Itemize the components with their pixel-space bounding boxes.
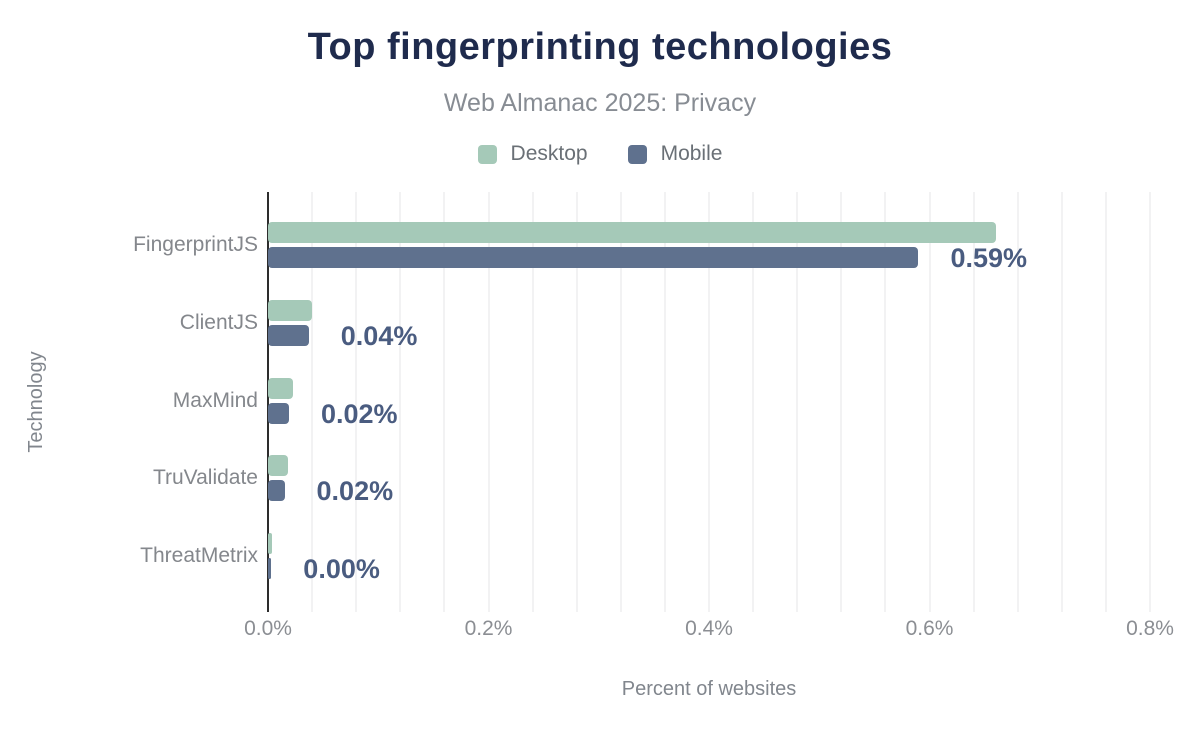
category-label: ClientJS bbox=[179, 310, 258, 334]
x-tick-label: 0.2% bbox=[464, 617, 513, 640]
value-label: 0.04% bbox=[340, 320, 418, 351]
mobile-bar bbox=[268, 402, 289, 424]
category-label: ThreatMetrix bbox=[140, 544, 258, 568]
mobile-swatch-icon bbox=[627, 144, 647, 164]
mobile-bar bbox=[268, 558, 272, 580]
gridline bbox=[443, 192, 446, 612]
gridline bbox=[884, 192, 887, 612]
value-label: 0.02% bbox=[316, 476, 394, 507]
mobile-bar bbox=[268, 480, 285, 502]
legend-label-desktop: Desktop bbox=[510, 142, 588, 165]
gridline bbox=[1016, 192, 1019, 612]
gridline bbox=[752, 192, 755, 612]
category-label: FingerprintJS bbox=[133, 233, 258, 256]
chart-title: Top fingerprinting technologies bbox=[307, 26, 893, 68]
gridline bbox=[311, 192, 314, 612]
gridline bbox=[663, 192, 666, 612]
gridline bbox=[487, 192, 490, 612]
gridline bbox=[1060, 192, 1063, 612]
value-label: 0.00% bbox=[303, 554, 380, 585]
legend-item-mobile: Mobile bbox=[627, 142, 723, 166]
value-label: 0.59% bbox=[950, 243, 1028, 273]
gridline bbox=[1104, 192, 1107, 612]
x-tick-label: 0.6% bbox=[905, 617, 954, 640]
y-axis-title: Technology bbox=[25, 351, 47, 453]
chart-subtitle: Web Almanac 2025: Privacy bbox=[443, 89, 757, 117]
gridline bbox=[399, 192, 402, 612]
legend-label-mobile: Mobile bbox=[660, 142, 723, 165]
gridline bbox=[619, 192, 622, 612]
category-label: MaxMind bbox=[172, 388, 258, 412]
x-tick-label: 0.4% bbox=[685, 617, 733, 640]
x-tick-label: 0.8% bbox=[1126, 617, 1174, 640]
gridline bbox=[928, 192, 931, 612]
legend-item-desktop: Desktop bbox=[477, 142, 588, 166]
gridline bbox=[796, 192, 799, 612]
gridline bbox=[1149, 192, 1151, 612]
gridline bbox=[355, 192, 358, 612]
value-label: 0.02% bbox=[320, 398, 398, 429]
desktop-bar bbox=[268, 455, 288, 477]
gridline bbox=[840, 192, 843, 612]
gridline bbox=[972, 192, 975, 612]
legend: Desktop Mobile bbox=[0, 142, 1200, 166]
desktop-bar bbox=[268, 377, 294, 399]
mobile-bar bbox=[268, 324, 309, 346]
gridline bbox=[708, 192, 710, 612]
mobile-bar bbox=[268, 247, 919, 268]
desktop-bar bbox=[268, 533, 273, 555]
desktop-bar bbox=[268, 299, 313, 321]
gridline bbox=[575, 192, 578, 612]
desktop-swatch-icon bbox=[477, 144, 497, 164]
category-label: TruValidate bbox=[152, 466, 258, 490]
desktop-bar bbox=[268, 222, 996, 243]
x-tick-label: 0.0% bbox=[244, 617, 292, 640]
y-axis-line bbox=[267, 192, 269, 612]
gridline bbox=[531, 192, 534, 612]
x-axis-title: Percent of websites bbox=[621, 678, 797, 700]
